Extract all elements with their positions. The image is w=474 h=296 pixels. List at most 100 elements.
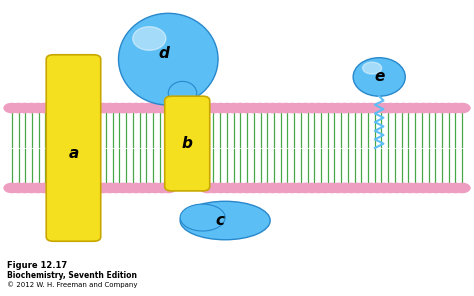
Circle shape: [101, 183, 118, 193]
Ellipse shape: [180, 204, 225, 231]
Ellipse shape: [168, 81, 197, 105]
Circle shape: [401, 183, 419, 193]
Circle shape: [134, 183, 151, 193]
Text: b: b: [182, 136, 192, 151]
Circle shape: [297, 183, 314, 193]
Circle shape: [271, 183, 288, 193]
Circle shape: [114, 183, 131, 193]
Circle shape: [238, 103, 255, 113]
Circle shape: [454, 103, 471, 113]
Circle shape: [349, 183, 366, 193]
Circle shape: [23, 183, 40, 193]
Circle shape: [3, 103, 20, 113]
Circle shape: [362, 103, 379, 113]
Circle shape: [140, 103, 157, 113]
Circle shape: [225, 103, 242, 113]
Circle shape: [408, 103, 425, 113]
Circle shape: [206, 183, 223, 193]
Ellipse shape: [180, 201, 270, 240]
Ellipse shape: [133, 27, 166, 50]
Circle shape: [238, 183, 255, 193]
Circle shape: [232, 183, 249, 193]
Circle shape: [421, 103, 438, 113]
Circle shape: [329, 103, 346, 113]
Circle shape: [36, 183, 53, 193]
Circle shape: [401, 103, 419, 113]
Circle shape: [375, 183, 392, 193]
Circle shape: [414, 183, 431, 193]
Circle shape: [251, 183, 268, 193]
Circle shape: [232, 103, 249, 113]
Circle shape: [10, 103, 27, 113]
Circle shape: [323, 103, 340, 113]
Circle shape: [395, 103, 412, 113]
Circle shape: [108, 183, 125, 193]
Text: c: c: [216, 213, 225, 228]
Circle shape: [17, 183, 34, 193]
Circle shape: [29, 183, 46, 193]
Circle shape: [264, 183, 282, 193]
Circle shape: [134, 103, 151, 113]
FancyBboxPatch shape: [165, 96, 210, 191]
Circle shape: [284, 103, 301, 113]
Circle shape: [95, 183, 112, 193]
Circle shape: [440, 183, 457, 193]
Circle shape: [108, 103, 125, 113]
Circle shape: [154, 103, 171, 113]
Circle shape: [212, 183, 229, 193]
Circle shape: [154, 183, 171, 193]
Circle shape: [303, 103, 320, 113]
Text: d: d: [158, 46, 169, 61]
Circle shape: [291, 103, 308, 113]
Circle shape: [291, 183, 308, 193]
Circle shape: [323, 183, 340, 193]
Circle shape: [317, 103, 334, 113]
Circle shape: [258, 183, 275, 193]
Circle shape: [114, 103, 131, 113]
Circle shape: [212, 103, 229, 113]
Circle shape: [219, 103, 236, 113]
Circle shape: [434, 183, 451, 193]
Circle shape: [277, 103, 294, 113]
Circle shape: [343, 183, 360, 193]
Circle shape: [95, 103, 112, 113]
Circle shape: [369, 103, 386, 113]
Circle shape: [329, 183, 346, 193]
Circle shape: [245, 103, 262, 113]
Circle shape: [199, 103, 216, 113]
Text: © 2012 W. H. Freeman and Company: © 2012 W. H. Freeman and Company: [7, 281, 137, 288]
Ellipse shape: [363, 62, 382, 74]
Circle shape: [382, 183, 399, 193]
Circle shape: [382, 103, 399, 113]
Circle shape: [140, 183, 157, 193]
Circle shape: [160, 103, 177, 113]
Circle shape: [310, 103, 327, 113]
Circle shape: [88, 183, 105, 193]
Circle shape: [454, 183, 471, 193]
Circle shape: [388, 103, 405, 113]
Circle shape: [395, 183, 412, 193]
Ellipse shape: [118, 13, 218, 105]
Circle shape: [356, 103, 373, 113]
Text: Biochemistry, Seventh Edition: Biochemistry, Seventh Edition: [7, 271, 137, 280]
Text: e: e: [374, 70, 384, 84]
Circle shape: [17, 103, 34, 113]
Circle shape: [369, 183, 386, 193]
Circle shape: [277, 183, 294, 193]
Circle shape: [434, 103, 451, 113]
Circle shape: [121, 183, 138, 193]
Circle shape: [297, 103, 314, 113]
Circle shape: [447, 103, 464, 113]
Circle shape: [414, 103, 431, 113]
Circle shape: [199, 183, 216, 193]
Circle shape: [349, 103, 366, 113]
Circle shape: [356, 183, 373, 193]
Circle shape: [160, 183, 177, 193]
Circle shape: [251, 103, 268, 113]
Text: a: a: [68, 147, 79, 161]
Circle shape: [245, 183, 262, 193]
Circle shape: [219, 183, 236, 193]
Circle shape: [336, 183, 353, 193]
Circle shape: [88, 103, 105, 113]
Circle shape: [284, 183, 301, 193]
